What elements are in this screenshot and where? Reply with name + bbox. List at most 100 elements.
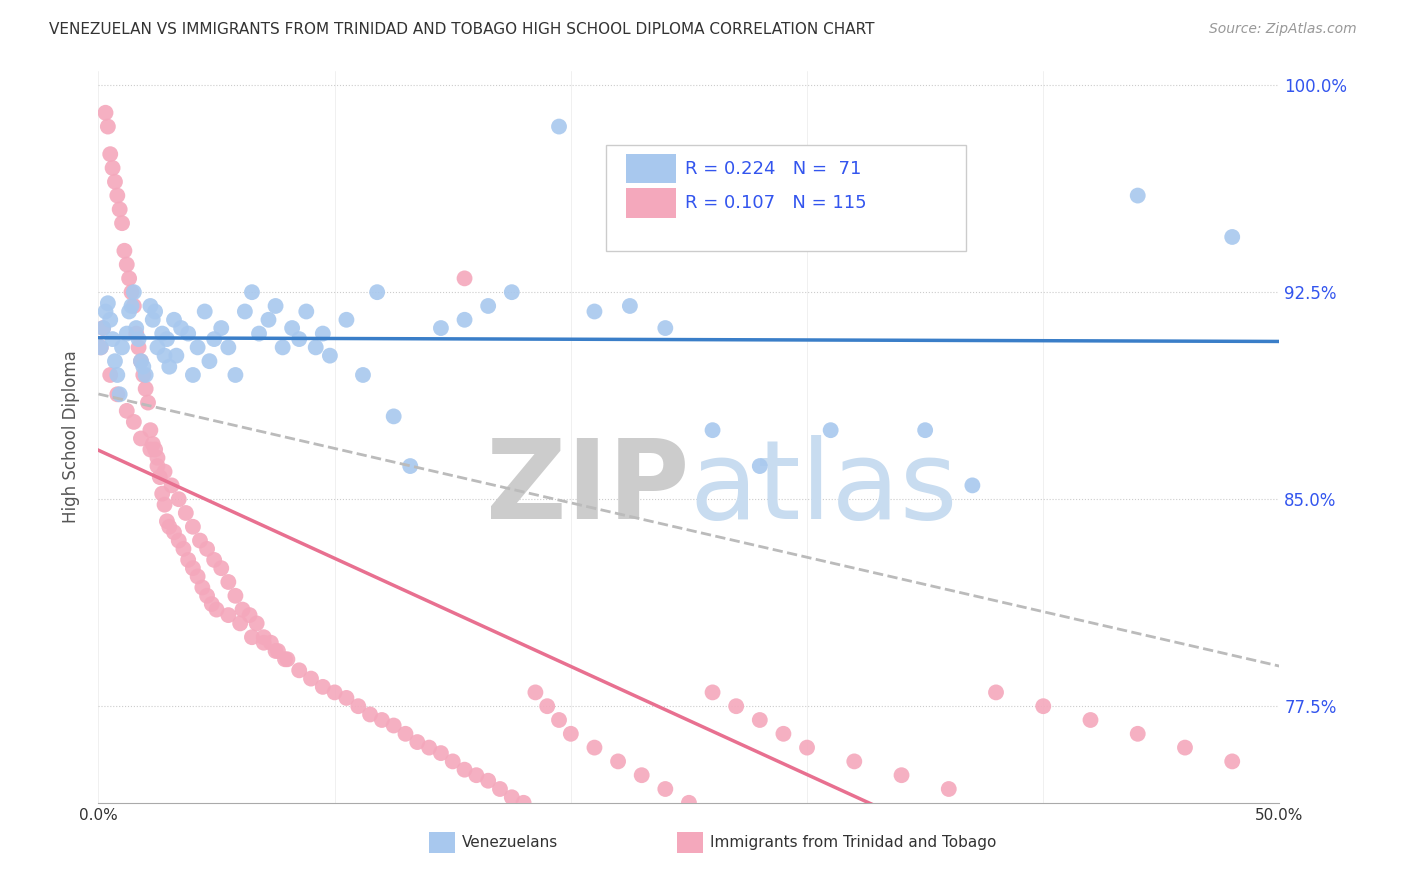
Point bbox=[98, 368, 121, 382]
Point bbox=[630, 768, 652, 782]
Text: Source: ZipAtlas.com: Source: ZipAtlas.com bbox=[1209, 22, 1357, 37]
Point bbox=[205, 602, 228, 616]
Point bbox=[209, 561, 232, 575]
Point bbox=[111, 340, 134, 354]
Point bbox=[246, 616, 269, 631]
Point bbox=[135, 382, 157, 396]
Point bbox=[264, 644, 287, 658]
Point bbox=[239, 608, 262, 623]
Point bbox=[305, 340, 328, 354]
Y-axis label: High School Diploma: High School Diploma bbox=[62, 351, 80, 524]
Point bbox=[524, 685, 547, 699]
Point bbox=[240, 285, 263, 300]
Point bbox=[914, 423, 936, 437]
Point bbox=[167, 492, 190, 507]
Point bbox=[890, 768, 912, 782]
Point bbox=[195, 541, 218, 556]
Point bbox=[335, 312, 357, 326]
Point bbox=[962, 478, 984, 492]
Point bbox=[112, 244, 135, 258]
Point bbox=[150, 486, 173, 500]
Point bbox=[209, 321, 232, 335]
Point bbox=[453, 271, 475, 285]
Point bbox=[702, 423, 724, 437]
Point bbox=[335, 690, 357, 705]
Point bbox=[430, 321, 453, 335]
Point bbox=[132, 368, 155, 382]
Bar bbox=[429, 832, 456, 853]
Point bbox=[157, 520, 180, 534]
Point bbox=[167, 533, 190, 548]
Point bbox=[512, 796, 534, 810]
Point bbox=[108, 387, 131, 401]
Point bbox=[181, 561, 204, 575]
Point bbox=[347, 699, 370, 714]
Point bbox=[90, 340, 112, 354]
Point bbox=[153, 498, 176, 512]
Point bbox=[142, 312, 165, 326]
Point bbox=[548, 120, 571, 134]
Point bbox=[477, 299, 499, 313]
Point bbox=[122, 299, 145, 313]
Point bbox=[187, 569, 209, 583]
Point bbox=[146, 340, 169, 354]
Point bbox=[772, 727, 794, 741]
Point bbox=[165, 349, 187, 363]
Point bbox=[143, 304, 166, 318]
Point bbox=[536, 699, 558, 714]
Point bbox=[195, 589, 218, 603]
Point bbox=[177, 553, 200, 567]
Point bbox=[366, 285, 388, 300]
Point bbox=[382, 718, 405, 732]
Point bbox=[281, 321, 304, 335]
Point bbox=[125, 326, 148, 341]
Point bbox=[132, 359, 155, 374]
Point bbox=[1174, 740, 1197, 755]
Point bbox=[163, 525, 186, 540]
Point bbox=[129, 354, 152, 368]
Point bbox=[264, 299, 287, 313]
Point bbox=[194, 304, 217, 318]
Point bbox=[295, 304, 318, 318]
Point bbox=[115, 404, 138, 418]
Point bbox=[163, 312, 186, 326]
Point bbox=[371, 713, 394, 727]
Point bbox=[748, 458, 770, 473]
Point bbox=[181, 520, 204, 534]
Point bbox=[702, 685, 724, 699]
Point bbox=[229, 616, 252, 631]
Point bbox=[111, 216, 134, 230]
Point bbox=[654, 782, 676, 797]
Point bbox=[359, 707, 381, 722]
Bar bbox=[678, 832, 703, 853]
Point bbox=[477, 773, 499, 788]
Point bbox=[105, 368, 128, 382]
Text: ZIP: ZIP bbox=[485, 434, 689, 541]
Point bbox=[501, 285, 523, 300]
Point bbox=[1126, 188, 1149, 202]
Point bbox=[352, 368, 374, 382]
Point bbox=[319, 349, 342, 363]
Point bbox=[97, 120, 120, 134]
Text: R = 0.107   N = 115: R = 0.107 N = 115 bbox=[685, 194, 868, 212]
Point bbox=[174, 506, 197, 520]
Point bbox=[181, 368, 204, 382]
Point bbox=[105, 188, 128, 202]
Point bbox=[271, 340, 294, 354]
Point bbox=[654, 321, 676, 335]
Point bbox=[260, 636, 283, 650]
Point bbox=[288, 332, 311, 346]
Point bbox=[217, 574, 239, 589]
Point bbox=[224, 589, 246, 603]
Point bbox=[108, 202, 131, 217]
Point bbox=[453, 763, 475, 777]
Point bbox=[299, 672, 322, 686]
Point bbox=[121, 285, 143, 300]
Point bbox=[118, 304, 141, 318]
Point bbox=[153, 349, 176, 363]
Point bbox=[101, 332, 124, 346]
Point bbox=[619, 299, 641, 313]
Point bbox=[418, 740, 440, 755]
Point bbox=[97, 296, 120, 310]
Point bbox=[156, 332, 179, 346]
